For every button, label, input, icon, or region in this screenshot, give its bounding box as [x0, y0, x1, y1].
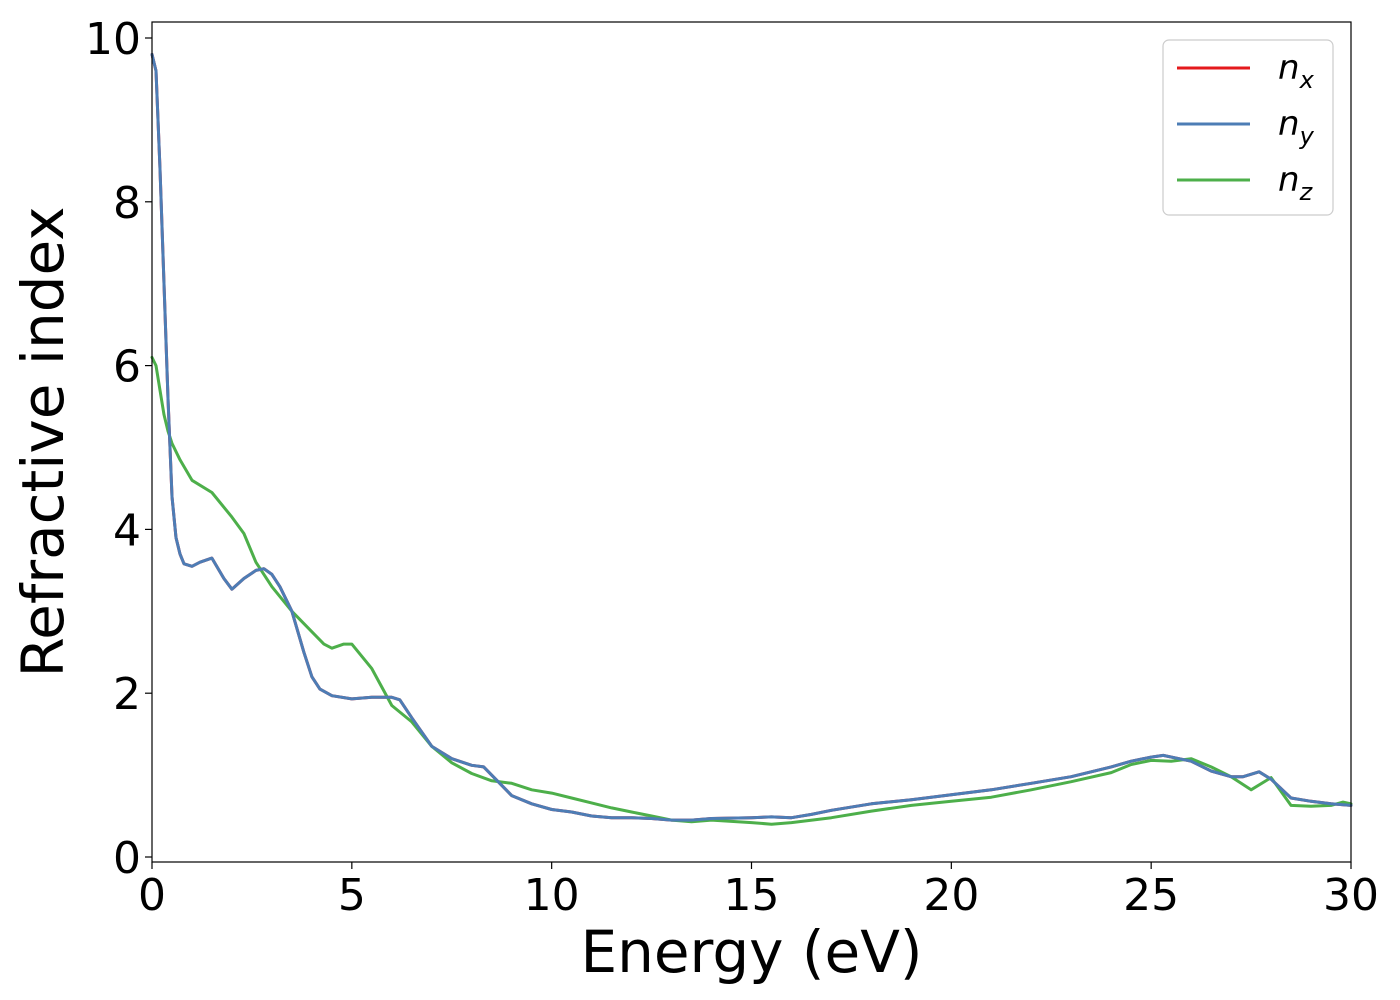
series-line-nz — [150, 355, 1353, 826]
x-tick-label: 5 — [338, 870, 366, 921]
legend: nx ny nz — [1162, 39, 1334, 216]
y-tick-label: 6 — [113, 342, 141, 393]
legend-label-ny: ny — [1278, 104, 1315, 150]
y-axis-label: Refractive index — [9, 206, 77, 677]
x-tick-label: 0 — [138, 870, 166, 921]
x-axis-ticks: 0 5 10 15 20 25 30 — [138, 862, 1379, 921]
series-layer — [150, 52, 1353, 826]
y-tick-label: 2 — [113, 669, 141, 720]
x-tick-label: 15 — [724, 870, 780, 921]
x-tick-label: 30 — [1323, 870, 1379, 921]
y-tick-label: 10 — [85, 14, 141, 65]
y-tick-label: 8 — [113, 178, 141, 229]
y-tick-label: 4 — [113, 505, 141, 556]
y-tick-label: 0 — [113, 833, 141, 884]
y-axis-ticks: 0 2 4 6 8 10 — [85, 14, 152, 884]
legend-frame — [1162, 39, 1334, 216]
x-tick-label: 25 — [1123, 870, 1179, 921]
x-tick-label: 20 — [923, 870, 979, 921]
x-axis-label: Energy (eV) — [580, 918, 922, 986]
legend-label-nz: nz — [1278, 160, 1314, 206]
series-line-ny — [150, 52, 1353, 822]
legend-label-nx: nx — [1278, 48, 1315, 94]
x-tick-label: 10 — [524, 870, 580, 921]
